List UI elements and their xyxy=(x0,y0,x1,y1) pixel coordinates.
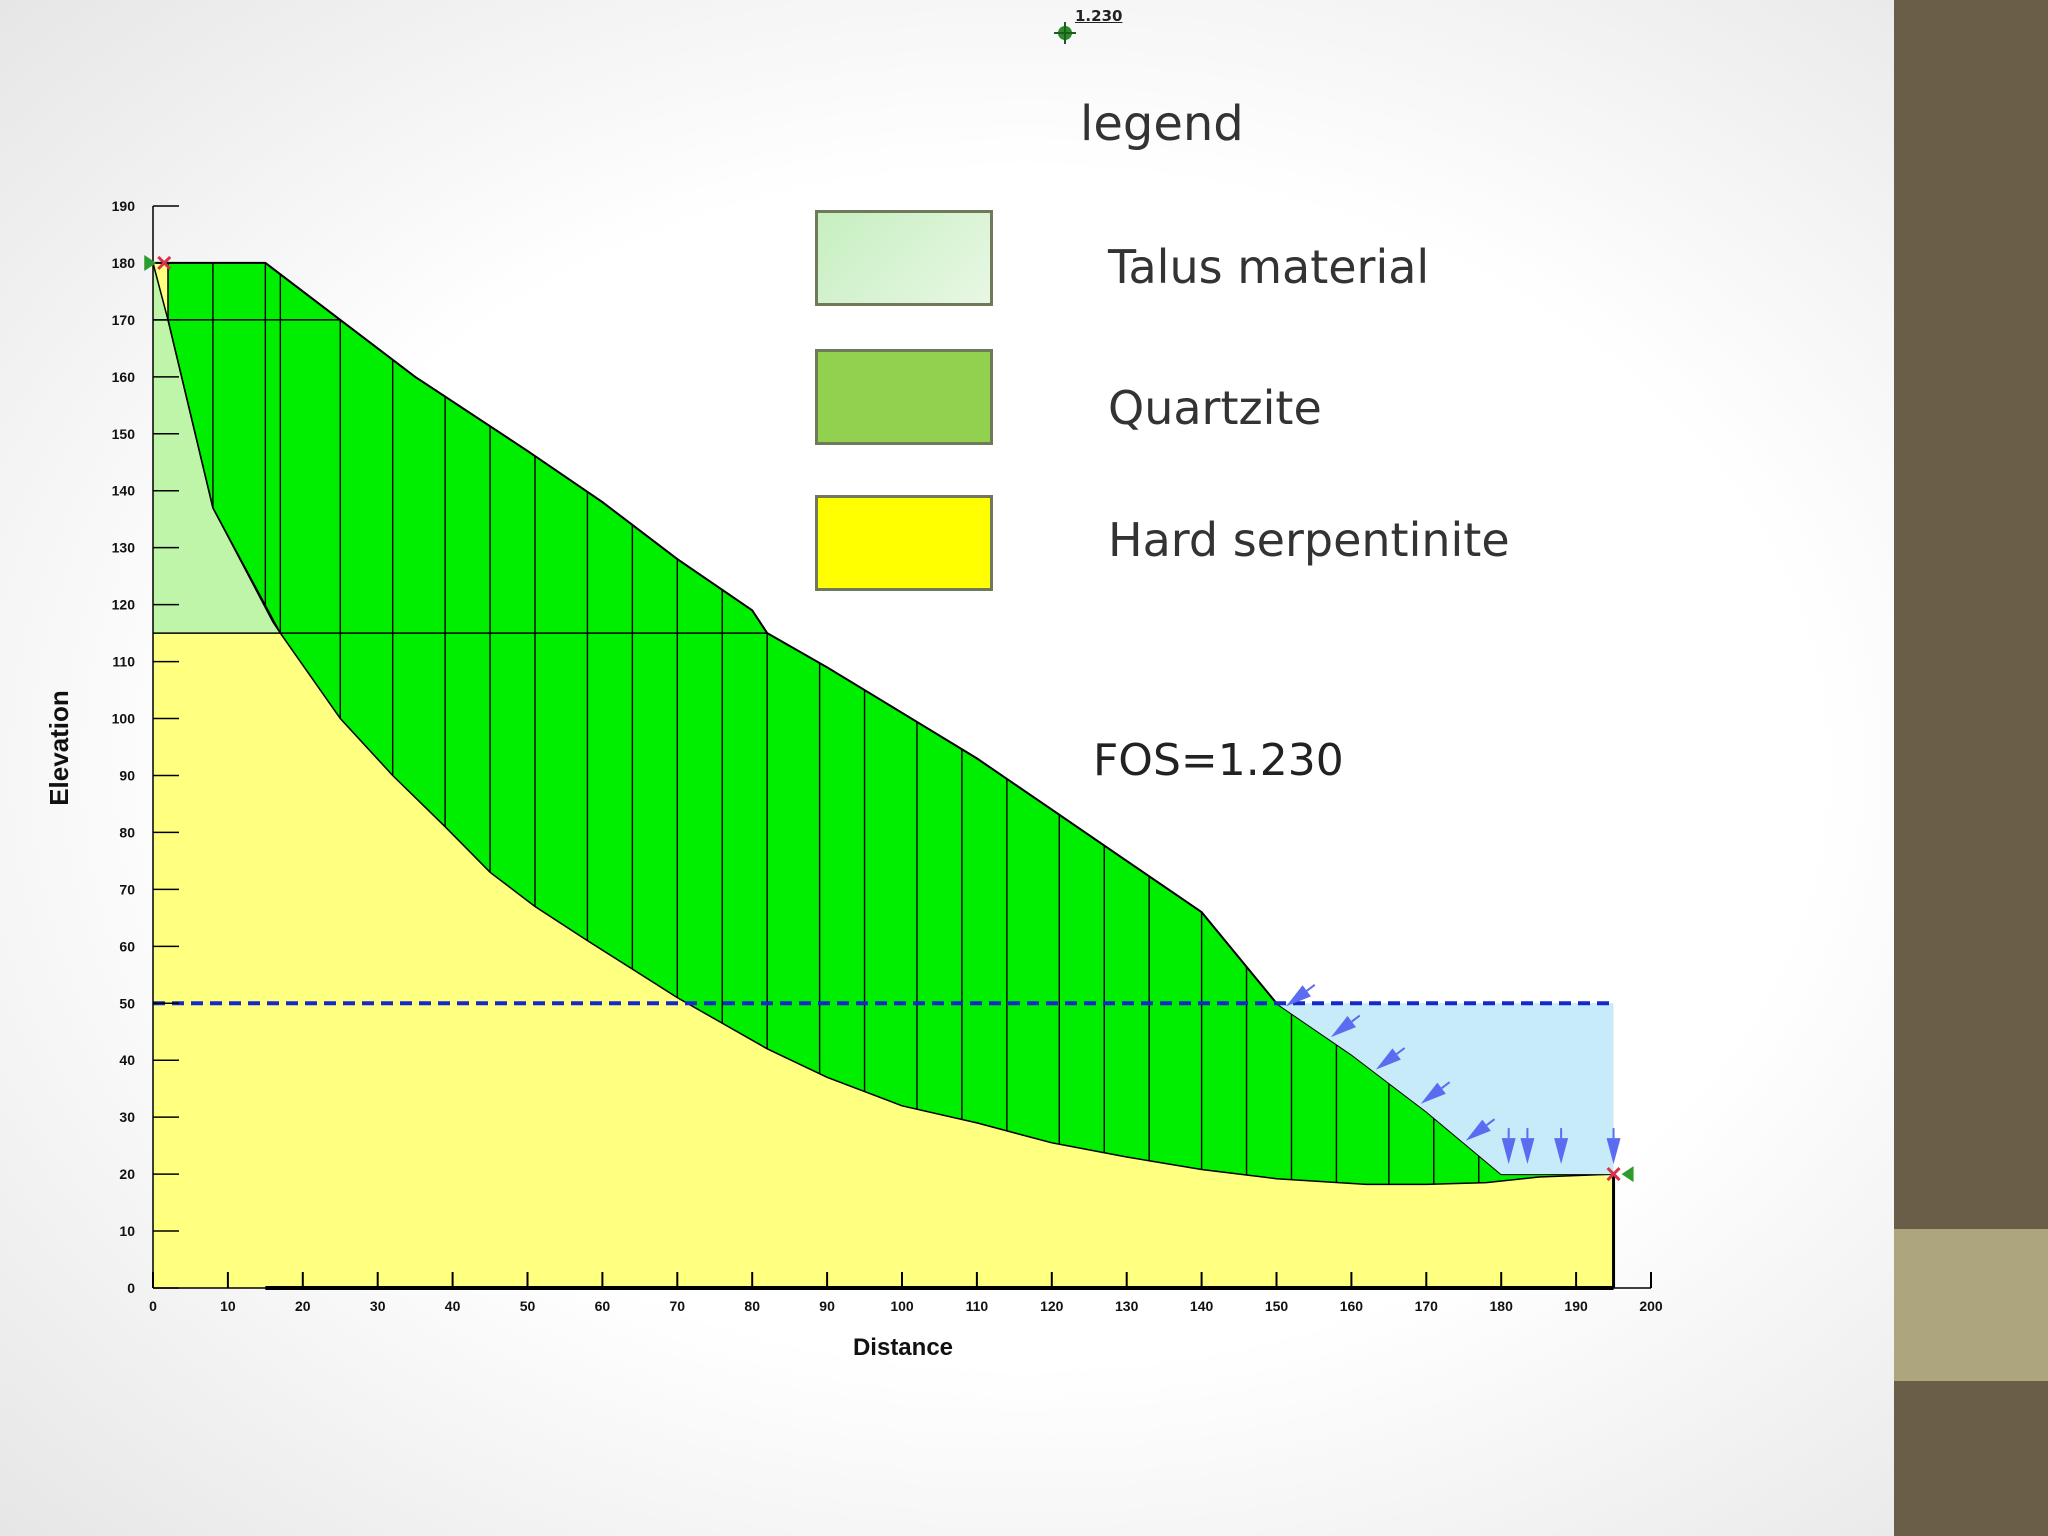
x-tick-label: 120 xyxy=(1040,1298,1064,1314)
axes: 0 10 20 30 40 50 60 70 80 90 100 110 120 130 140 150 160… xyxy=(112,198,1663,1314)
x-tick-label: 10 xyxy=(220,1298,236,1314)
y-tick-label: 150 xyxy=(112,426,136,442)
base-load-arrow xyxy=(1606,1138,1621,1165)
side-decor-accent xyxy=(1894,1229,2048,1381)
x-tick-label: 110 xyxy=(966,1298,989,1314)
x-tick-label: 150 xyxy=(1265,1298,1289,1314)
water-features xyxy=(153,983,1621,1175)
y-tick-label: 80 xyxy=(119,824,135,840)
x-tick-label: 0 xyxy=(149,1298,157,1314)
slope-load-arrow-shaft xyxy=(1485,1118,1496,1126)
base-load-arrow xyxy=(1501,1138,1516,1165)
legend-title: legend xyxy=(1080,96,1244,152)
slope-load-arrow-shaft xyxy=(1306,983,1316,992)
y-tick-label: 180 xyxy=(112,255,136,271)
slope-load-arrow-shaft xyxy=(1351,1014,1361,1023)
right-section-marker-cross xyxy=(1606,1167,1621,1182)
slope-load-arrow-shaft xyxy=(1441,1081,1451,1089)
slope-load-arrow xyxy=(1465,1119,1491,1141)
y-tick-label: 130 xyxy=(112,540,136,556)
left-section-marker-flag xyxy=(144,254,157,271)
legend-swatch-serpentinite xyxy=(815,495,993,591)
y-tick-label: 190 xyxy=(112,198,136,214)
y-tick-label: 40 xyxy=(119,1052,135,1068)
slip-center-label: 1.230 xyxy=(1075,7,1123,25)
x-tick-label: 160 xyxy=(1340,1298,1364,1314)
slope-stability-chart: 0 10 20 30 40 50 60 70 80 90 100 110 120 130 140 150 160… xyxy=(44,22,1663,1361)
base-load-arrow xyxy=(1520,1138,1535,1165)
x-tick-label: 70 xyxy=(670,1298,686,1314)
x-tick-label: 80 xyxy=(744,1298,760,1314)
legend-label-serpentinite: Hard serpentinite xyxy=(1108,513,1510,567)
y-tick-label: 50 xyxy=(119,995,135,1011)
y-tick-label: 100 xyxy=(112,711,136,727)
x-tick-label: 200 xyxy=(1639,1298,1663,1314)
x-axis-label: Distance xyxy=(853,1334,953,1361)
y-tick-label: 90 xyxy=(119,767,135,783)
base-load-arrow xyxy=(1554,1138,1569,1165)
x-tick-label: 50 xyxy=(520,1298,536,1314)
x-tick-label: 180 xyxy=(1490,1298,1514,1314)
slice-lines xyxy=(212,262,1480,1185)
y-tick-label: 60 xyxy=(119,938,135,954)
x-tick-label: 90 xyxy=(819,1298,835,1314)
y-tick-label: 0 xyxy=(127,1280,135,1296)
left-section-marker-cross xyxy=(157,255,172,271)
legend-swatch-talus xyxy=(815,210,993,306)
slope-load-arrow-shaft xyxy=(1396,1047,1406,1055)
y-tick-label: 20 xyxy=(119,1166,135,1182)
y-tick-label: 30 xyxy=(119,1109,135,1125)
x-tick-label: 130 xyxy=(1115,1298,1139,1314)
legend-swatch-quartzite xyxy=(815,349,993,445)
slope-load-arrow xyxy=(1375,1048,1401,1070)
x-tick-label: 100 xyxy=(890,1298,914,1314)
pond-water xyxy=(1276,1003,1614,1175)
x-tick-label: 40 xyxy=(445,1298,461,1314)
legend-label-talus: Talus material xyxy=(1108,240,1430,294)
right-section-marker-flag xyxy=(1621,1166,1634,1183)
y-tick-label: 110 xyxy=(112,654,135,670)
fos-value: FOS=1.230 xyxy=(1093,735,1344,786)
markers xyxy=(144,22,1634,1183)
slope-load-arrow xyxy=(1330,1015,1356,1038)
legend-label-quartzite: Quartzite xyxy=(1108,381,1322,435)
y-tick-label: 140 xyxy=(112,483,136,499)
x-tick-label: 140 xyxy=(1190,1298,1214,1314)
x-tick-label: 30 xyxy=(370,1298,386,1314)
talus-region xyxy=(153,262,281,634)
y-tick-label: 10 xyxy=(119,1223,135,1239)
y-tick-label: 160 xyxy=(112,369,136,385)
material-regions xyxy=(152,261,1616,1288)
y-tick-label: 70 xyxy=(119,881,135,897)
x-tick-label: 20 xyxy=(295,1298,311,1314)
y-tick-label: 120 xyxy=(112,597,136,613)
x-tick-label: 170 xyxy=(1415,1298,1439,1314)
slope-load-arrow xyxy=(1420,1082,1446,1104)
slope-load-arrow xyxy=(1285,985,1311,1007)
x-tick-label: 60 xyxy=(595,1298,611,1314)
y-axis-label: Elevation xyxy=(44,690,74,806)
y-tick-label: 170 xyxy=(112,312,136,328)
x-tick-label: 190 xyxy=(1564,1298,1588,1314)
slide: 0 10 20 30 40 50 60 70 80 90 100 110 120 130 140 150 160… xyxy=(44,7,1663,1361)
